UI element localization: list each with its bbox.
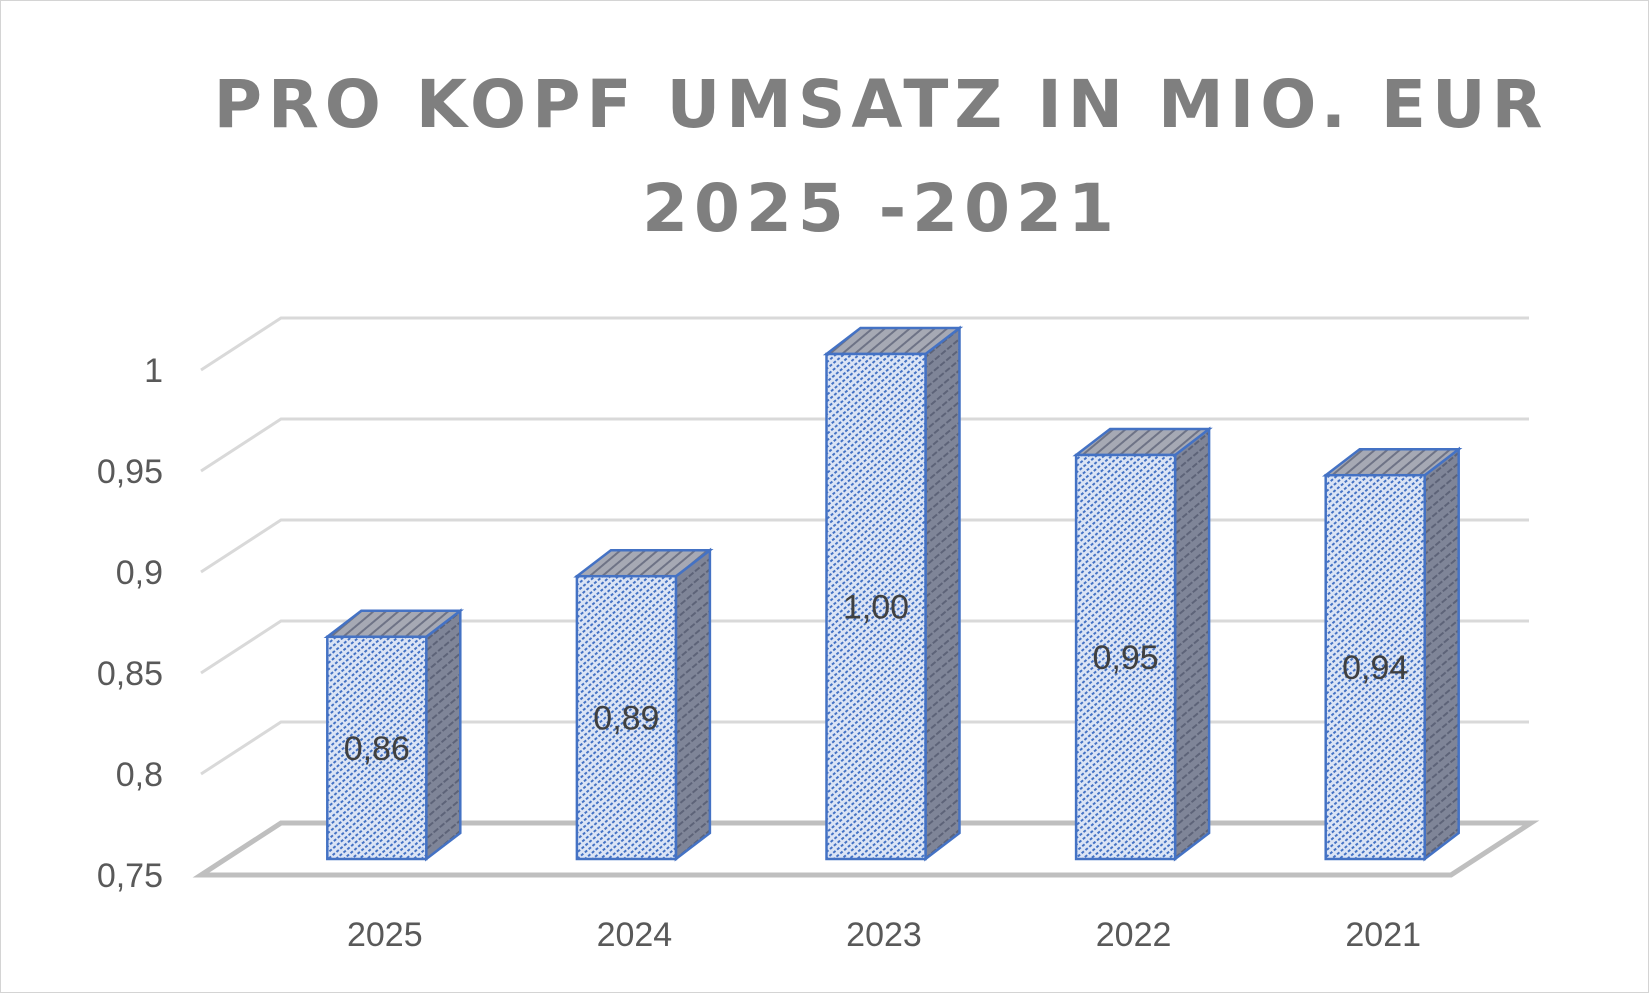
gridline [200,417,1529,473]
bar-2021 [1322,446,1463,862]
data-label: 0,89 [593,700,659,738]
data-label: 1,00 [843,589,909,627]
y-tick-label: 0,75 [97,857,163,895]
x-tick-label: 2024 [597,916,673,954]
chart-title-line-2: 2025 -2021 [642,170,1120,247]
chart-title-line-1: PRO KOPF UMSATZ IN MIO. EUR [213,66,1549,143]
data-label: 0,86 [344,730,410,768]
bar-2022 [1072,426,1213,862]
data-label: 0,95 [1093,639,1159,677]
chart-floor [192,820,1540,878]
x-tick-label: 2022 [1096,916,1172,954]
x-tick-label: 2025 [347,916,423,954]
data-label: 0,94 [1342,649,1408,687]
x-tick-label: 2021 [1345,916,1421,954]
bar-front [1324,473,1426,861]
chart-title: PRO KOPF UMSATZ IN MIO. EUR 2025 -2021 [141,53,1621,261]
bar-side [425,608,462,862]
y-tick-label: 0,8 [116,756,163,794]
bar-2023 [822,325,964,862]
bar-2024 [573,547,714,862]
bar-front [575,574,678,861]
bar-side [674,547,712,862]
y-tick-label: 0,85 [97,655,163,693]
bar-front [1074,453,1177,861]
bar-front [326,635,428,861]
x-tick-label: 2023 [846,916,922,954]
bar-2025 [323,608,464,862]
bar-side [1423,446,1460,862]
gridline [200,316,1529,372]
bar-front [825,352,927,861]
bar-side [924,325,961,862]
y-tick-label: 0,95 [97,453,163,491]
y-tick-label: 0,9 [116,554,163,592]
bar-side [1173,426,1211,862]
y-tick-label: 1 [144,352,163,390]
